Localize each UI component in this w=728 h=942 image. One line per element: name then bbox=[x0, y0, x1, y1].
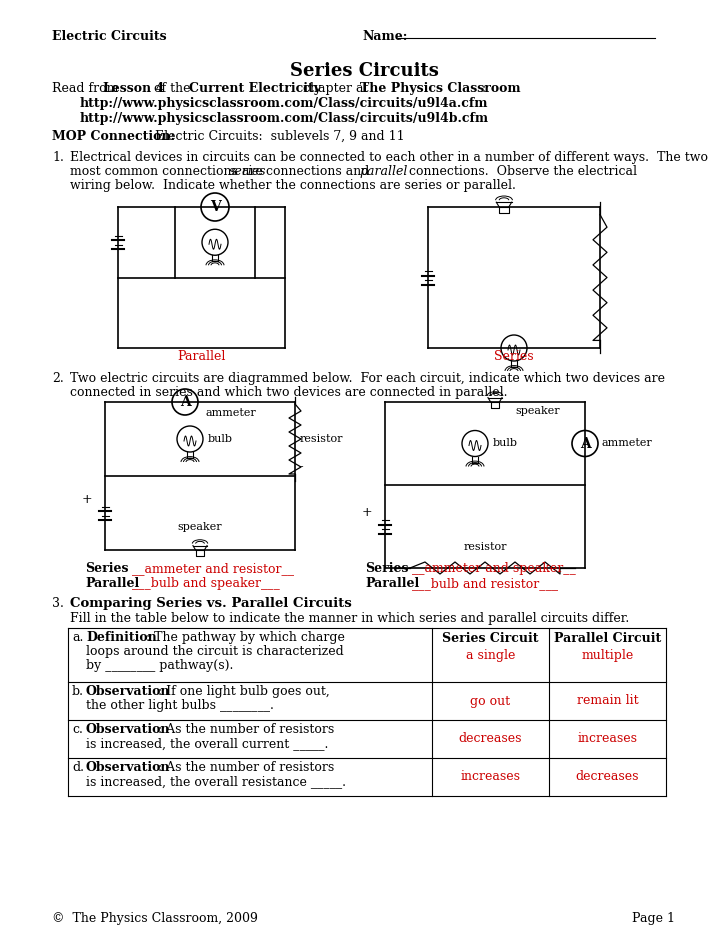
Text: the other light bulbs ________.: the other light bulbs ________. bbox=[86, 699, 274, 712]
Text: Name:: Name: bbox=[362, 30, 408, 43]
Text: Parallel: Parallel bbox=[85, 577, 139, 590]
Text: Series: Series bbox=[494, 350, 534, 363]
Text: Read from: Read from bbox=[52, 82, 122, 95]
Text: Series: Series bbox=[365, 562, 408, 575]
Text: by ________ pathway(s).: by ________ pathway(s). bbox=[86, 659, 234, 672]
Text: increases: increases bbox=[577, 733, 638, 745]
Text: MOP Connection:: MOP Connection: bbox=[52, 130, 175, 143]
Text: a.: a. bbox=[72, 631, 84, 644]
Text: b.: b. bbox=[72, 685, 84, 698]
Text: c.: c. bbox=[72, 723, 83, 736]
Text: __ammeter and resistor__: __ammeter and resistor__ bbox=[132, 562, 294, 575]
Text: connected in series and which two devices are connected in parallel.: connected in series and which two device… bbox=[70, 386, 507, 399]
Text: resistor: resistor bbox=[463, 542, 507, 552]
Text: +: + bbox=[362, 507, 372, 519]
Text: 1.: 1. bbox=[52, 151, 64, 164]
Text: increases: increases bbox=[461, 771, 521, 784]
Text: __ammeter and speaker__: __ammeter and speaker__ bbox=[412, 562, 576, 575]
Text: Observation: Observation bbox=[86, 761, 170, 774]
Text: of the: of the bbox=[150, 82, 194, 95]
Text: A: A bbox=[180, 395, 191, 409]
Text: 3.: 3. bbox=[52, 597, 64, 610]
Text: bulb: bulb bbox=[208, 434, 233, 444]
Text: remain lit: remain lit bbox=[577, 694, 638, 707]
Text: a single: a single bbox=[466, 648, 515, 661]
Text: Series: Series bbox=[85, 562, 129, 575]
Text: :: : bbox=[482, 82, 486, 95]
Text: : As the number of resistors: : As the number of resistors bbox=[158, 723, 334, 736]
Text: Series Circuits: Series Circuits bbox=[290, 62, 438, 80]
Text: Electric Circuits: Electric Circuits bbox=[52, 30, 167, 43]
Text: Series Circuit: Series Circuit bbox=[442, 632, 539, 645]
Text: loops around the circuit is characterized: loops around the circuit is characterize… bbox=[86, 645, 344, 658]
Text: parallel: parallel bbox=[359, 165, 408, 178]
Text: go out: go out bbox=[470, 694, 510, 707]
Text: wiring below.  Indicate whether the connections are series or parallel.: wiring below. Indicate whether the conne… bbox=[70, 179, 516, 192]
Text: Current Electricity: Current Electricity bbox=[189, 82, 321, 95]
Text: Parallel Circuit: Parallel Circuit bbox=[554, 632, 661, 645]
Text: connections and: connections and bbox=[262, 165, 373, 178]
Circle shape bbox=[201, 193, 229, 221]
Text: chapter at: chapter at bbox=[299, 82, 373, 95]
Text: ©  The Physics Classroom, 2009: © The Physics Classroom, 2009 bbox=[52, 912, 258, 925]
Text: multiple: multiple bbox=[582, 648, 633, 661]
Text: http://www.physicsclassroom.com/Class/circuits/u9l4a.cfm: http://www.physicsclassroom.com/Class/ci… bbox=[80, 97, 488, 110]
Text: d.: d. bbox=[72, 761, 84, 774]
Text: Observation: Observation bbox=[86, 685, 170, 698]
Text: ___bulb and speaker___: ___bulb and speaker___ bbox=[132, 577, 280, 590]
Text: speaker: speaker bbox=[515, 406, 560, 416]
Text: Parallel: Parallel bbox=[178, 350, 226, 363]
Text: decreases: decreases bbox=[576, 771, 639, 784]
Text: 2.: 2. bbox=[52, 372, 64, 385]
Text: http://www.physicsclassroom.com/Class/circuits/u9l4b.cfm: http://www.physicsclassroom.com/Class/ci… bbox=[80, 112, 489, 125]
Circle shape bbox=[572, 430, 598, 457]
Text: Fill in the table below to indicate the manner in which series and parallel circ: Fill in the table below to indicate the … bbox=[70, 612, 629, 625]
Text: most common connections are: most common connections are bbox=[70, 165, 266, 178]
Text: Electric Circuits:  sublevels 7, 9 and 11: Electric Circuits: sublevels 7, 9 and 11 bbox=[155, 130, 405, 143]
Text: Comparing Series vs. Parallel Circuits: Comparing Series vs. Parallel Circuits bbox=[70, 597, 352, 610]
Text: is increased, the overall current _____.: is increased, the overall current _____. bbox=[86, 737, 328, 750]
Text: resistor: resistor bbox=[300, 434, 344, 444]
Text: connections.  Observe the electrical: connections. Observe the electrical bbox=[405, 165, 637, 178]
Text: ammeter: ammeter bbox=[205, 408, 256, 418]
Text: Observation: Observation bbox=[86, 723, 170, 736]
Text: A: A bbox=[579, 436, 590, 450]
Text: Parallel: Parallel bbox=[365, 577, 419, 590]
Circle shape bbox=[172, 389, 198, 415]
Text: bulb: bulb bbox=[493, 438, 518, 448]
Text: series: series bbox=[229, 165, 266, 178]
Text: The Physics Classroom: The Physics Classroom bbox=[360, 82, 521, 95]
Text: : If one light bulb goes out,: : If one light bulb goes out, bbox=[158, 685, 330, 698]
Text: +: + bbox=[82, 493, 92, 506]
Text: -: - bbox=[298, 460, 303, 474]
Text: V: V bbox=[210, 200, 221, 214]
Text: is increased, the overall resistance _____.: is increased, the overall resistance ___… bbox=[86, 775, 346, 788]
Text: ammeter: ammeter bbox=[601, 438, 652, 448]
Text: Two electric circuits are diagrammed below.  For each circuit, indicate which tw: Two electric circuits are diagrammed bel… bbox=[70, 372, 665, 385]
Text: speaker: speaker bbox=[178, 522, 222, 532]
Text: : As the number of resistors: : As the number of resistors bbox=[158, 761, 334, 774]
Text: Lesson 4: Lesson 4 bbox=[103, 82, 165, 95]
Text: ___bulb and resistor___: ___bulb and resistor___ bbox=[412, 577, 558, 590]
Text: decreases: decreases bbox=[459, 733, 522, 745]
Text: Page 1: Page 1 bbox=[632, 912, 675, 925]
Text: Electrical devices in circuits can be connected to each other in a number of dif: Electrical devices in circuits can be co… bbox=[70, 151, 708, 164]
Text: : The pathway by which charge: : The pathway by which charge bbox=[146, 631, 345, 644]
Text: Definition: Definition bbox=[86, 631, 157, 644]
